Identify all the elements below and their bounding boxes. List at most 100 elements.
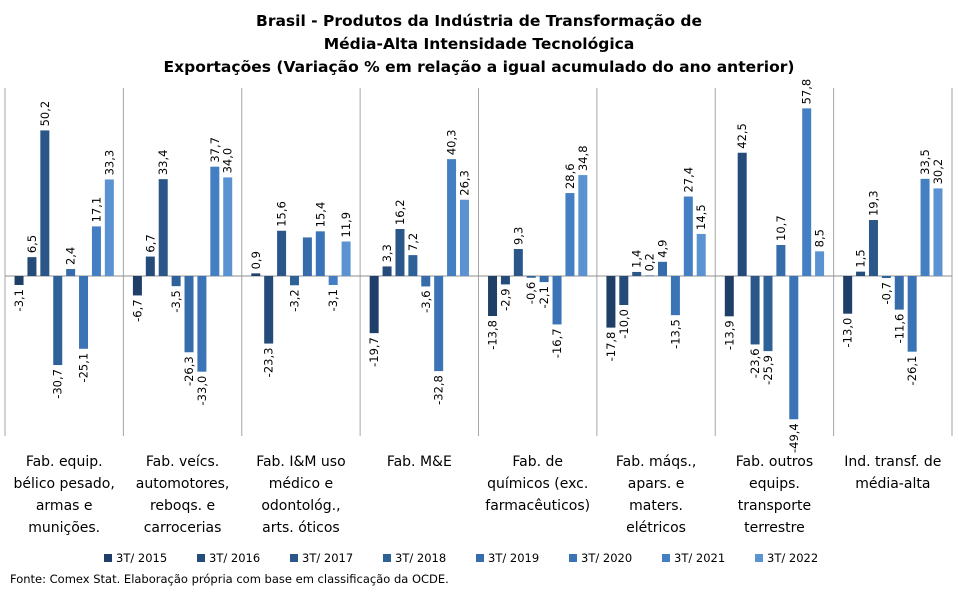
legend-label: 3T/ 2016 xyxy=(209,551,260,565)
data-label: 6,5 xyxy=(25,235,39,253)
category-label: equips. xyxy=(749,476,800,492)
data-label: -23,6 xyxy=(748,348,762,378)
data-label: -2,9 xyxy=(498,288,512,310)
data-label: 30,2 xyxy=(931,159,945,185)
bar xyxy=(488,276,498,317)
data-label: 34,8 xyxy=(576,145,590,171)
data-label: 33,5 xyxy=(918,149,932,175)
legend-label: 3T/ 2022 xyxy=(767,551,818,565)
category-label: média-alta xyxy=(855,476,930,492)
data-label: 33,4 xyxy=(156,150,170,176)
bar xyxy=(315,231,325,276)
legend-swatch xyxy=(197,554,205,562)
bar xyxy=(763,276,773,352)
bar xyxy=(408,255,418,276)
category-labels: Fab. equip. bélico pesado, armas e munições… xyxy=(14,454,942,536)
bar xyxy=(459,199,469,276)
data-label: 0,9 xyxy=(249,251,263,269)
category-label: Fab. máqs., xyxy=(616,454,696,470)
legend-label: 3T/ 2020 xyxy=(581,551,632,565)
category-label: transporte xyxy=(738,498,811,514)
category-label: carrocerias xyxy=(144,520,222,536)
bar xyxy=(843,276,853,314)
bar xyxy=(696,233,706,276)
data-label: 3,3 xyxy=(380,244,394,262)
bar xyxy=(66,269,76,276)
bar xyxy=(868,220,878,276)
category-label: odontológ., xyxy=(261,498,340,514)
data-label: 11,9 xyxy=(339,212,353,238)
bar xyxy=(197,276,207,372)
bar xyxy=(907,276,917,352)
data-label: -10,0 xyxy=(617,309,631,339)
bar xyxy=(328,276,338,285)
bar xyxy=(802,108,812,276)
bar xyxy=(920,178,930,276)
bar xyxy=(645,275,655,277)
data-label: 40,3 xyxy=(445,130,459,156)
legend-label: 3T/ 2015 xyxy=(116,551,167,565)
data-label: 9,3 xyxy=(511,227,525,245)
bar xyxy=(894,276,904,310)
bar xyxy=(539,276,549,283)
bar xyxy=(565,193,575,276)
bar xyxy=(14,276,24,285)
data-label: 17,1 xyxy=(89,197,103,223)
bar xyxy=(856,271,866,276)
data-label: 8,5 xyxy=(813,229,827,247)
data-label: 26,3 xyxy=(457,170,471,196)
category-label: maters. xyxy=(629,498,683,514)
category-label: Fab. outros xyxy=(736,454,813,470)
bar xyxy=(500,276,510,285)
bar xyxy=(171,276,181,287)
data-label: -13,8 xyxy=(486,320,500,350)
bar xyxy=(513,249,523,276)
bar xyxy=(881,276,891,279)
data-label: 10,7 xyxy=(774,215,788,241)
data-label: 50,2 xyxy=(38,101,52,127)
data-label: 37,7 xyxy=(208,137,222,163)
legend-label: 3T/ 2017 xyxy=(302,551,353,565)
data-label: -2,1 xyxy=(537,286,551,308)
data-label: -19,7 xyxy=(367,337,381,367)
data-label: 28,6 xyxy=(563,163,577,189)
bar xyxy=(289,276,299,286)
bar xyxy=(658,261,668,276)
bar xyxy=(158,179,168,276)
data-label: -11,6 xyxy=(892,314,906,344)
data-label: 42,5 xyxy=(735,123,749,149)
category-label: elétricos xyxy=(626,520,686,536)
bar xyxy=(369,276,379,334)
data-label: -13,5 xyxy=(668,319,682,349)
category-label: Fab. veícs. xyxy=(146,454,219,470)
category-label: Fab. M&E xyxy=(387,454,452,470)
source-note: Fonte: Comex Stat. Elaboração própria co… xyxy=(10,572,449,586)
category-label: médico e xyxy=(269,476,333,492)
chart-title: Brasil - Produtos da Indústria de Transf… xyxy=(164,12,795,76)
bar xyxy=(302,237,312,276)
data-label: 14,5 xyxy=(694,204,708,230)
data-label: 2,4 xyxy=(64,247,78,265)
category-label: munições. xyxy=(28,520,100,536)
bar xyxy=(421,276,431,287)
legend-swatch xyxy=(383,554,391,562)
legend-swatch xyxy=(662,554,670,562)
data-label: -13,0 xyxy=(841,318,855,348)
bar xyxy=(552,276,562,325)
legend-label: 3T/ 2018 xyxy=(395,551,446,565)
legend: 3T/ 2015 3T/ 2016 3T/ 2017 3T/ 2018 3T/ 2019… xyxy=(104,551,818,565)
data-label: -3,5 xyxy=(169,290,183,312)
bar xyxy=(683,196,693,276)
data-label: 57,8 xyxy=(800,79,814,105)
data-label: 34,0 xyxy=(221,148,235,174)
category-label: reboqs. e xyxy=(150,498,215,514)
data-label: 6,7 xyxy=(143,234,157,252)
bar xyxy=(341,241,351,276)
bar xyxy=(382,266,392,276)
bar xyxy=(132,276,142,296)
data-label: -3,1 xyxy=(12,289,26,311)
category-label: automotores, xyxy=(136,476,230,492)
legend-label: 3T/ 2021 xyxy=(674,551,725,565)
bar xyxy=(724,276,734,317)
